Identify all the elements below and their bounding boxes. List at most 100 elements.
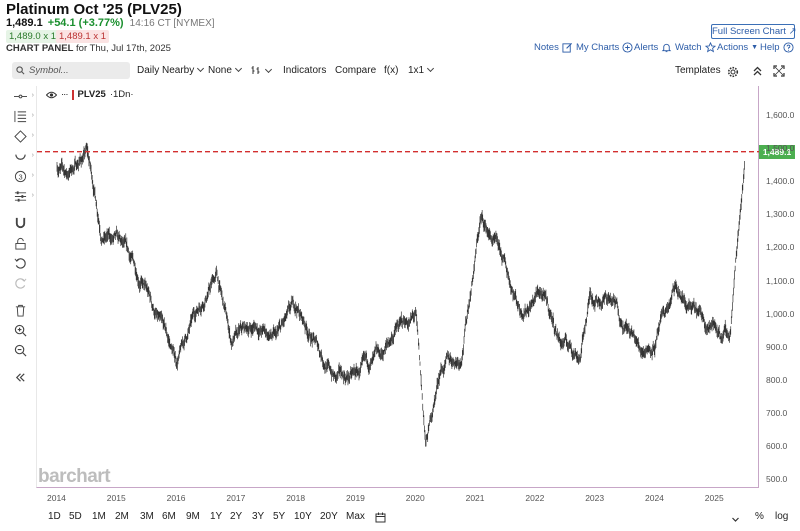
x-tick-label: 2020: [405, 493, 425, 503]
notes-link[interactable]: Notes: [534, 42, 573, 53]
barchart-logo: barchart: [38, 466, 111, 487]
chevron-right-icon: ›: [31, 172, 34, 179]
caret-down-icon: ▼: [751, 44, 759, 51]
range-button-3y[interactable]: 3Y: [252, 511, 265, 522]
date-range-button[interactable]: [375, 510, 386, 528]
ask-badge: 1,489.1 x 1: [56, 30, 110, 43]
range-button-5y[interactable]: 5Y: [273, 511, 286, 522]
crosshair-tool[interactable]: ›: [12, 89, 34, 103]
chart-panel-label: CHART PANEL for Thu, Jul 17th, 2025: [6, 43, 171, 54]
chart-panel-date: for Thu, Jul 17th, 2025: [76, 43, 171, 54]
percent-scale-button[interactable]: %: [755, 511, 764, 522]
range-button-1d[interactable]: 1D: [48, 511, 61, 522]
star-icon: [704, 42, 716, 53]
bid-badge: 1,489.0 x 1: [6, 30, 60, 43]
range-button-3m[interactable]: 3M: [140, 511, 154, 522]
templates-button[interactable]: Templates: [675, 65, 721, 76]
chart-type-dropdown[interactable]: [251, 65, 273, 77]
chevron-right-icon: ›: [31, 132, 34, 139]
price-bars: [56, 142, 745, 447]
delete-drawings-button[interactable]: [12, 303, 28, 317]
y-tick-label: 1,000.0: [766, 308, 795, 319]
magnet-tool[interactable]: [12, 216, 28, 230]
arc-icon: [14, 154, 26, 160]
lock-tool[interactable]: [12, 236, 28, 250]
actions-label: Actions: [717, 42, 749, 53]
measure-tool[interactable]: ›: [12, 189, 34, 203]
function-button[interactable]: f(x): [384, 65, 399, 76]
series-color-marker: [71, 89, 74, 100]
actions-menu[interactable]: Actions ▼: [717, 42, 758, 53]
overlay-dropdown[interactable]: None: [208, 64, 242, 76]
compare-button[interactable]: Compare: [335, 65, 377, 76]
redo-button[interactable]: [12, 276, 28, 290]
chevron-right-icon: ›: [31, 192, 34, 199]
sliders-icon: [14, 190, 26, 202]
arc-tool[interactable]: ›: [12, 149, 34, 163]
more-options-icon[interactable]: ···: [61, 89, 68, 100]
range-button-20y[interactable]: 20Y: [320, 511, 338, 522]
range-button-10y[interactable]: 10Y: [294, 511, 312, 522]
x-tick-label: 2022: [525, 493, 545, 503]
bell-icon: [662, 43, 672, 53]
double-chevron-left-icon: [15, 372, 25, 382]
range-button-1m[interactable]: 1M: [92, 511, 106, 522]
chevron-right-icon: ›: [31, 92, 34, 99]
fibonacci-tool[interactable]: ›: [12, 109, 34, 123]
period-dropdown[interactable]: Daily Nearby: [137, 64, 205, 76]
y-tick-label: 1,600.0: [766, 110, 795, 120]
range-button-2m[interactable]: 2M: [115, 511, 129, 522]
full-screen-label: Full Screen Chart: [712, 26, 786, 37]
watch-link[interactable]: Watch: [675, 42, 716, 53]
x-tick-label: 2015: [106, 493, 126, 503]
plus-circle-icon: [622, 42, 633, 53]
y-tick-label: 800.0: [766, 374, 788, 385]
indicators-button[interactable]: Indicators: [283, 65, 327, 76]
y-tick-label: 900.0: [766, 341, 788, 352]
help-link[interactable]: Help: [760, 42, 794, 53]
x-tick-label: 2021: [465, 493, 485, 503]
x-tick-label: 2016: [166, 493, 186, 503]
zoom-out-button[interactable]: [12, 343, 28, 357]
range-button-5d[interactable]: 5D: [69, 511, 82, 522]
trash-icon: [15, 304, 25, 317]
layout-dropdown[interactable]: 1x1: [408, 64, 435, 76]
last-price: 1,489.1: [6, 17, 43, 29]
x-tick-label: 2023: [585, 493, 605, 503]
legend-symbol: PLV25: [77, 89, 106, 100]
svg-text:3: 3: [18, 172, 22, 181]
full-screen-chart-button[interactable]: Full Screen Chart ↗: [711, 24, 797, 39]
my-charts-link[interactable]: My Charts: [576, 42, 633, 53]
log-scale-button[interactable]: log: [775, 511, 789, 522]
symbol-search-input[interactable]: Symbol...: [12, 62, 130, 79]
my-charts-label: My Charts: [576, 42, 620, 53]
y-tick-label: 500.0: [766, 474, 788, 485]
range-button-max[interactable]: Max: [346, 511, 365, 522]
gear-icon: [727, 66, 739, 78]
x-tick-label: 2025: [704, 493, 724, 503]
overlay-label: None: [208, 65, 232, 76]
chart-plot-area[interactable]: [36, 86, 759, 488]
collapse-toolbar-button[interactable]: [752, 64, 763, 82]
calendar-icon: [375, 512, 386, 523]
annotation-tool[interactable]: 3 ›: [12, 169, 34, 183]
search-icon: [16, 66, 25, 75]
range-button-9m[interactable]: 9M: [186, 511, 200, 522]
undo-icon: [14, 257, 26, 269]
shapes-tool[interactable]: ›: [12, 129, 34, 143]
eye-icon[interactable]: [46, 91, 57, 99]
collapse-toolbar-left[interactable]: [12, 370, 28, 384]
fibonacci-icon: [13, 110, 26, 122]
fullscreen-toggle[interactable]: [773, 64, 785, 82]
x-tick-label: 2017: [226, 493, 246, 503]
zoom-in-icon: [14, 324, 26, 336]
alerts-link[interactable]: Alerts: [634, 42, 672, 53]
range-button-6m[interactable]: 6M: [162, 511, 176, 522]
double-chevron-up-icon: [753, 66, 762, 76]
undo-button[interactable]: [12, 256, 28, 270]
range-button-2y[interactable]: 2Y: [230, 511, 243, 522]
zoom-in-button[interactable]: [12, 323, 28, 337]
range-button-1y[interactable]: 1Y: [210, 511, 223, 522]
settings-button[interactable]: [727, 65, 739, 83]
scroll-menu-button[interactable]: [731, 511, 740, 529]
